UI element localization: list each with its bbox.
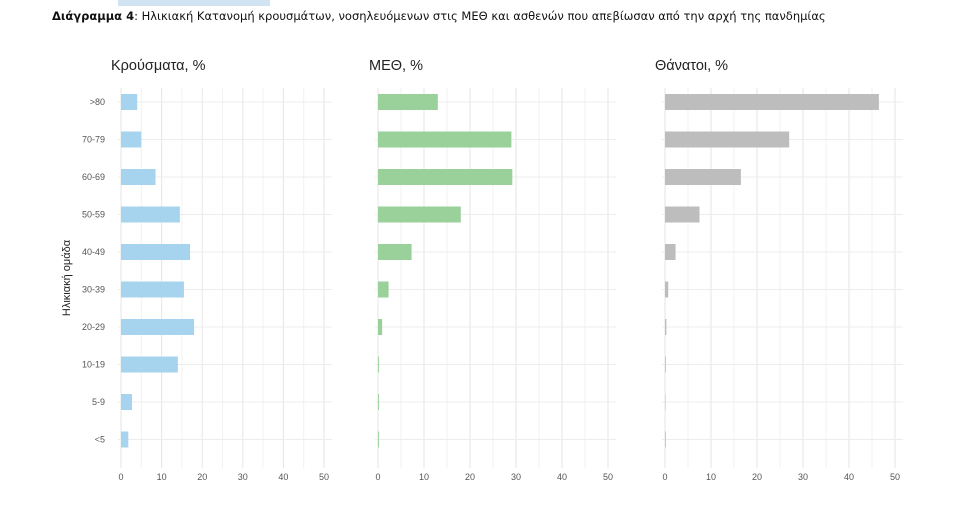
bar-deaths-4 [665, 244, 676, 260]
x-tick-label: 50 [603, 472, 613, 482]
x-tick-label: 10 [706, 472, 716, 482]
bar-cases-2 [121, 169, 156, 185]
bar-cases-9 [121, 431, 129, 448]
bar-icu-5 [378, 281, 389, 298]
bar-deaths-0 [665, 94, 879, 110]
bar-cases-1 [121, 131, 142, 148]
caption-text: : Ηλικιακή Κατανομή κρουσμάτων, νοσηλευό… [134, 9, 826, 23]
panel-title-deaths: Θάνατοι, % [655, 58, 728, 74]
category-label: 70-79 [82, 135, 105, 145]
x-tick-label: 50 [319, 472, 329, 482]
bar-deaths-7 [665, 356, 666, 373]
top-highlight-strip [118, 0, 270, 6]
category-label: 30-39 [82, 285, 105, 295]
bar-deaths-2 [665, 169, 741, 185]
x-tick-label: 0 [375, 472, 380, 482]
x-tick-label: 0 [118, 472, 123, 482]
x-tick-label: 30 [798, 472, 808, 482]
bar-cases-5 [121, 281, 184, 298]
bar-cases-3 [121, 206, 180, 223]
category-label: 5-9 [92, 397, 105, 407]
bar-cases-4 [121, 244, 191, 260]
category-label: 10-19 [82, 360, 105, 370]
panel-title-cases: Κρούσματα, % [111, 58, 206, 74]
bar-icu-6 [378, 319, 383, 335]
x-tick-label: 50 [890, 472, 900, 482]
x-tick-label: 20 [465, 472, 475, 482]
category-label: 40-49 [82, 247, 105, 257]
bar-icu-0 [378, 94, 438, 110]
x-tick-label: 40 [844, 472, 854, 482]
bar-icu-4 [378, 244, 412, 260]
panel-title-icu: ΜΕΘ, % [369, 58, 423, 74]
bar-deaths-5 [665, 281, 669, 298]
category-label: <5 [95, 435, 105, 445]
bar-deaths-1 [665, 131, 790, 148]
x-tick-label: 10 [419, 472, 429, 482]
bar-cases-0 [121, 94, 138, 110]
bar-icu-1 [378, 131, 512, 148]
bar-icu-3 [378, 206, 461, 223]
bar-icu-9 [378, 431, 379, 448]
category-label: 60-69 [82, 172, 105, 182]
bar-cases-8 [121, 394, 132, 410]
bar-deaths-3 [665, 206, 700, 223]
figure-caption: Διάγραμμα 4: Ηλικιακή Κατανομή κρουσμάτω… [52, 9, 826, 23]
bar-deaths-8 [665, 394, 666, 410]
x-tick-label: 20 [752, 472, 762, 482]
x-tick-label: 40 [557, 472, 567, 482]
bar-icu-8 [378, 394, 379, 410]
bar-cases-7 [121, 356, 178, 373]
x-tick-label: 30 [511, 472, 521, 482]
bar-cases-6 [121, 319, 195, 335]
y-axis-label: Ηλικιακή ομάδα [61, 239, 73, 316]
x-tick-label: 20 [197, 472, 207, 482]
category-label: 50-59 [82, 210, 105, 220]
x-tick-label: 0 [662, 472, 667, 482]
x-tick-label: 10 [157, 472, 167, 482]
bar-deaths-9 [665, 431, 666, 448]
category-label: >80 [90, 97, 105, 107]
category-label: 20-29 [82, 322, 105, 332]
bar-deaths-6 [665, 319, 667, 335]
caption-prefix: Διάγραμμα 4 [52, 9, 135, 23]
bar-icu-7 [378, 356, 379, 373]
x-tick-label: 30 [238, 472, 248, 482]
bar-icu-2 [378, 169, 513, 185]
x-tick-label: 40 [278, 472, 288, 482]
